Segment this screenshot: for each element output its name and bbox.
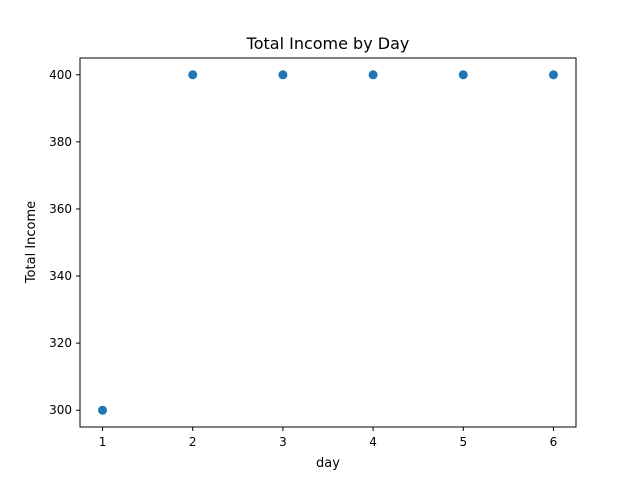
y-tick-label: 340 (49, 269, 72, 283)
data-point (368, 70, 378, 80)
x-tick-label: 5 (459, 435, 467, 449)
chart-title: Total Income by Day (246, 34, 410, 53)
x-tick-label: 3 (279, 435, 287, 449)
data-point (548, 70, 558, 80)
y-tick-label: 380 (49, 135, 72, 149)
x-tick-label: 2 (189, 435, 197, 449)
data-point (278, 70, 288, 80)
data-point (458, 70, 468, 80)
data-points (98, 70, 558, 415)
x-axis-ticks: 1 2 3 4 5 6 (99, 427, 558, 449)
y-tick-label: 300 (49, 403, 72, 417)
x-tick-label: 1 (99, 435, 107, 449)
y-tick-label: 320 (49, 336, 72, 350)
x-axis-title: day (316, 456, 340, 471)
plot-area-frame (79, 57, 577, 428)
data-point (98, 405, 108, 415)
y-axis-title: Total Income (24, 201, 39, 284)
x-tick-label: 4 (369, 435, 377, 449)
y-tick-label: 360 (49, 202, 72, 216)
data-point (188, 70, 198, 80)
x-tick-label: 6 (550, 435, 558, 449)
y-axis-ticks: 300 320 340 360 380 400 (49, 68, 80, 417)
y-tick-label: 400 (49, 68, 72, 82)
